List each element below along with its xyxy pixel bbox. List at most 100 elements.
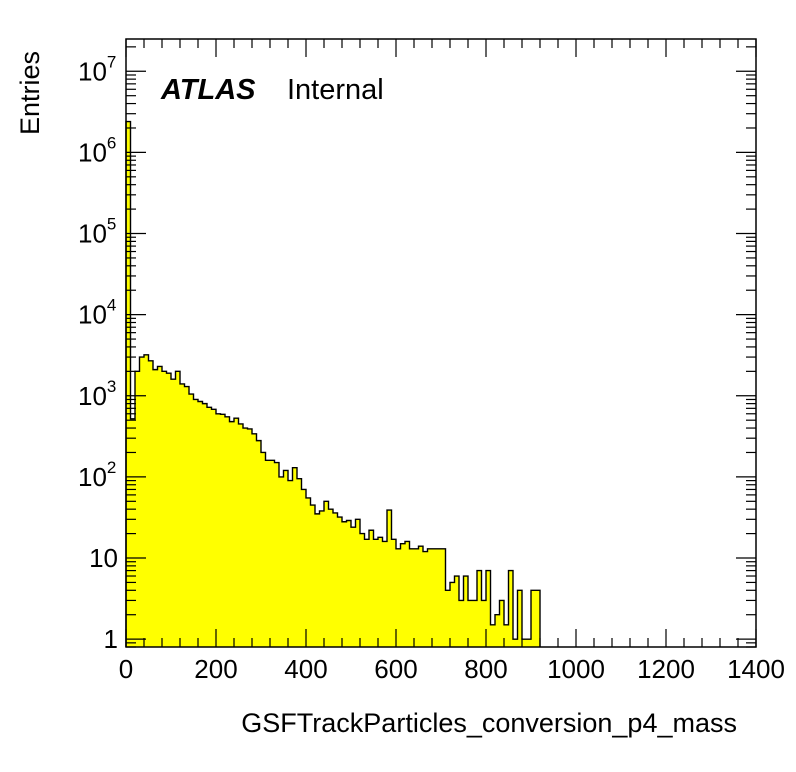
histogram-bar: [202, 403, 208, 647]
y-tick-label: 104: [78, 296, 116, 330]
histogram-bar: [499, 600, 505, 647]
atlas-label: ATLAS: [160, 74, 256, 106]
histogram-bar: [369, 530, 374, 647]
histogram-bar: [490, 624, 496, 647]
histogram-bar: [328, 509, 334, 647]
histogram-bar: [472, 600, 478, 647]
histogram-bar: [445, 590, 451, 647]
histogram-bar: [427, 548, 433, 647]
histogram-bar: [531, 590, 536, 647]
histogram-bar: [373, 539, 379, 647]
histogram-outline: [125, 120, 541, 647]
histogram-bar: [189, 394, 194, 647]
histogram-bar: [274, 462, 280, 647]
histogram-bar: [414, 548, 419, 647]
histogram-bar: [288, 480, 293, 647]
histogram-bar: [535, 590, 541, 647]
histogram-bar: [346, 520, 352, 647]
histogram-bar: [517, 590, 523, 647]
histogram-bar: [337, 517, 343, 647]
histogram-bar: [193, 399, 199, 647]
histogram-bar: [166, 373, 172, 647]
x-axis-title: GSFTrackParticles_conversion_p4_mass: [241, 708, 737, 738]
histogram-bar: [378, 537, 383, 647]
histogram-bar: [400, 543, 406, 647]
histogram-bar: [180, 383, 185, 647]
histogram-bar: [171, 379, 176, 647]
histogram-bar: [148, 360, 154, 647]
histogram-bar: [441, 548, 446, 647]
x-tick-label: 1000: [547, 654, 605, 684]
y-axis-title: Entries: [15, 51, 45, 135]
histogram-bar: [283, 470, 289, 647]
histogram-bar: [436, 548, 442, 647]
histogram-bar: [301, 489, 307, 647]
histogram-bar: [391, 539, 397, 647]
y-tick-label: 107: [78, 52, 116, 86]
x-tick-label: 600: [374, 654, 417, 684]
histogram-bar: [297, 478, 302, 647]
histogram-bar: [351, 527, 356, 647]
histogram-bar: [130, 418, 136, 647]
y-tick-label: 103: [78, 377, 116, 411]
histogram-bar: [405, 541, 410, 647]
histogram-bar: [508, 570, 514, 647]
histogram-bar: [252, 433, 257, 647]
histogram-bar: [342, 521, 347, 647]
histogram-bar: [382, 541, 388, 647]
histogram-bar: [387, 510, 392, 647]
histogram-bar: [270, 460, 275, 647]
histogram-bar: [459, 600, 464, 647]
histogram-bar: [175, 371, 181, 647]
histogram-bar: [450, 582, 455, 647]
histogram-bar: [216, 413, 221, 647]
histogram-bar: [513, 639, 518, 647]
histogram-bar: [198, 401, 203, 647]
histogram-bar: [423, 551, 428, 647]
histogram-bar: [144, 354, 149, 647]
x-tick-label: 400: [284, 654, 327, 684]
x-tick-label: 1200: [637, 654, 695, 684]
axis-ticks: [125, 39, 757, 648]
histogram-bar: [139, 357, 145, 647]
histogram-bar: [265, 460, 271, 647]
histogram-bar: [207, 407, 212, 647]
histogram-bar: [454, 576, 460, 647]
histogram-bar: [234, 418, 239, 647]
x-tick-label: 0: [119, 654, 133, 684]
histogram-bar: [292, 467, 298, 647]
histogram-bar: [495, 614, 500, 647]
x-tick-label: 200: [194, 654, 237, 684]
histogram-bar: [162, 371, 167, 647]
histogram-bar: [153, 369, 158, 647]
histogram-bar: [310, 505, 316, 647]
histogram-bar: [184, 386, 190, 647]
plot-frame: [125, 38, 757, 648]
histogram-bar: [279, 476, 284, 647]
histogram-bar: [135, 371, 140, 647]
histogram-bar: [333, 512, 338, 647]
histogram-bar: [306, 497, 311, 647]
histogram-bar: [418, 546, 424, 647]
histogram-bar: [360, 533, 365, 647]
histogram-bars: [126, 121, 541, 648]
histogram-bar: [126, 121, 131, 648]
histogram-bar: [211, 409, 217, 647]
histogram-bar: [522, 639, 527, 647]
histogram-bar: [463, 576, 469, 647]
histogram-bar: [319, 510, 325, 647]
x-tick-label: 1400: [727, 654, 785, 684]
histogram-bar: [364, 539, 370, 647]
y-tick-label: 10: [89, 543, 118, 573]
histogram-bar: [220, 414, 226, 647]
histogram-bar: [526, 639, 532, 647]
histogram-bar: [409, 548, 415, 647]
histogram-bar: [225, 416, 230, 647]
histogram-bar: [481, 600, 487, 647]
y-tick-label: 102: [78, 458, 116, 492]
histogram-bar: [229, 421, 235, 647]
histogram-bar: [247, 428, 253, 647]
histogram-bar: [256, 440, 262, 647]
histogram-bar: [355, 519, 361, 647]
